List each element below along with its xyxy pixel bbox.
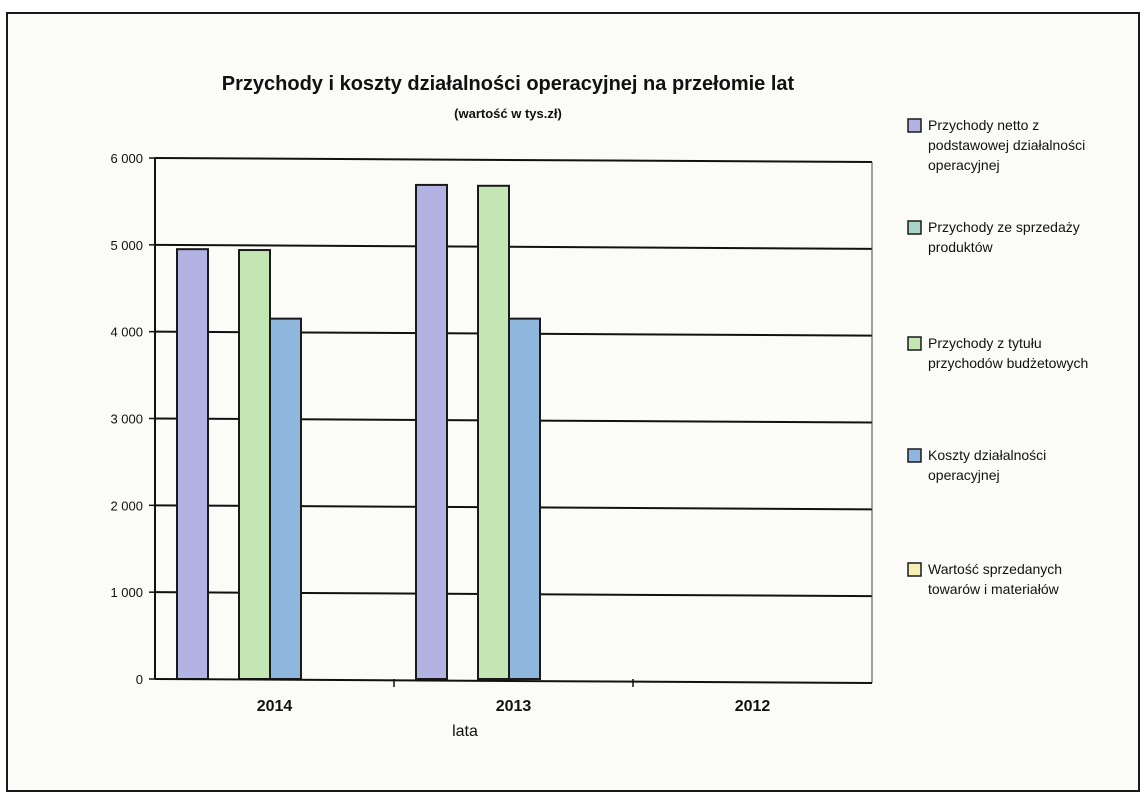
legend-label: towarów i materiałów <box>928 581 1060 597</box>
legend-swatch <box>908 119 921 132</box>
legend-label: Przychody z tytułu <box>928 335 1042 351</box>
y-tick-label: 0 <box>136 672 143 687</box>
gridline <box>155 245 872 249</box>
bar <box>509 319 540 679</box>
legend-label: podstawowej działalności <box>928 137 1085 153</box>
x-axis-label: lata <box>452 723 478 740</box>
y-tick-label: 4 000 <box>110 325 143 340</box>
legend-label: Przychody ze sprzedaży <box>928 219 1080 235</box>
y-tick-label: 3 000 <box>110 412 143 427</box>
chart-subtitle: (wartość w tys.zł) <box>454 106 562 121</box>
chart-title: Przychody i koszty działalności operacyj… <box>222 73 795 95</box>
gridline <box>155 158 872 162</box>
y-tick-label: 6 000 <box>110 151 143 166</box>
y-tick-label: 5 000 <box>110 238 143 253</box>
legend-label: Przychody netto z <box>928 117 1039 133</box>
legend-label: operacyjnej <box>928 467 1000 483</box>
x-tick-label: 2012 <box>735 698 771 715</box>
bar <box>177 249 208 679</box>
legend-label: przychodów budżetowych <box>928 355 1088 371</box>
legend-swatch <box>908 563 921 576</box>
y-tick-label: 1 000 <box>110 585 143 600</box>
legend-swatch <box>908 449 921 462</box>
legend: Przychody netto z podstawowej działalnośc… <box>908 117 1088 597</box>
legend-label: Koszty działalności <box>928 447 1046 463</box>
bar <box>416 185 447 679</box>
bar <box>239 250 270 679</box>
bar <box>270 319 301 679</box>
legend-label: Wartość sprzedanych <box>928 561 1062 577</box>
bars <box>177 185 540 679</box>
x-tick-label: 2013 <box>496 698 532 715</box>
legend-label: operacyjnej <box>928 157 1000 173</box>
y-tick-label: 2 000 <box>110 498 143 513</box>
x-tick-labels: 2014 2013 2012 <box>257 698 771 715</box>
legend-swatch <box>908 337 921 350</box>
legend-label: produktów <box>928 239 993 255</box>
x-tick-label: 2014 <box>257 698 293 715</box>
legend-swatch <box>908 221 921 234</box>
y-tick-labels: 0 1 000 2 000 3 000 4 000 5 000 6 000 <box>110 151 143 687</box>
bar <box>478 186 509 679</box>
